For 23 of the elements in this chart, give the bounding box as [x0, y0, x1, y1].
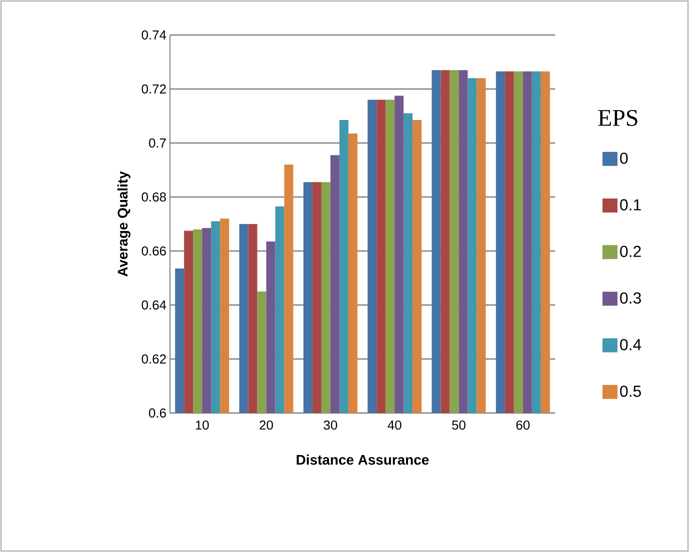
legend-label: 0 [620, 152, 628, 164]
x-tick-label: 60 [516, 420, 530, 430]
y-axis-title: Average Quality [117, 171, 130, 276]
y-tick-label: 0.66 [142, 246, 166, 256]
x-tick-label: 50 [452, 420, 466, 430]
y-tick-label: 0.7 [148, 138, 166, 148]
legend-label: 0.1 [620, 199, 641, 210]
x-tick-label: 30 [324, 420, 338, 430]
x-tick-label: 10 [196, 420, 209, 430]
x-axis-title: Distance Assurance [296, 454, 429, 465]
y-tick-label: 0.72 [142, 84, 166, 94]
y-tick-label: 0.62 [142, 354, 166, 364]
legend-label: 0.2 [620, 246, 641, 258]
x-tick-label: 20 [260, 420, 273, 430]
legend-label: 0.4 [620, 339, 642, 350]
y-tick-label: 0.74 [142, 30, 166, 40]
legend-label: 0.5 [620, 386, 641, 397]
y-tick-label: 0.64 [142, 300, 166, 310]
y-tick-label: 0.6 [148, 408, 166, 418]
x-tick-label: 40 [388, 420, 402, 430]
legend-title: EPS [598, 110, 638, 126]
y-tick-label: 0.68 [142, 192, 166, 202]
legend-label: 0.3 [620, 292, 641, 304]
